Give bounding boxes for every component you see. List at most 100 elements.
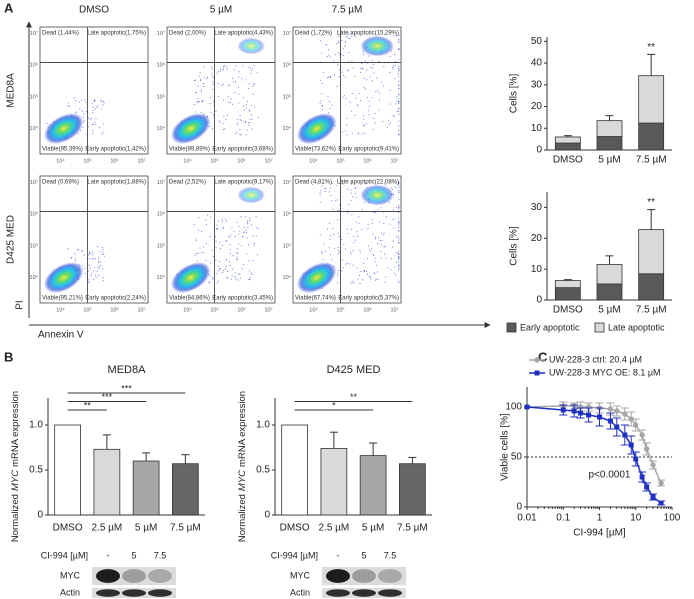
event-dot bbox=[193, 104, 195, 106]
quadrant-late: Late apoptotic(4,43%) bbox=[214, 31, 273, 37]
event-dot bbox=[321, 109, 324, 111]
event-dot bbox=[331, 104, 333, 106]
event-dot bbox=[331, 182, 333, 185]
event-dot bbox=[348, 52, 350, 54]
x-tick-label: 2.5 µM bbox=[318, 523, 349, 534]
event-dot bbox=[210, 216, 212, 218]
event-dot bbox=[235, 276, 237, 278]
event-dot bbox=[100, 100, 102, 102]
event-dot bbox=[351, 33, 353, 35]
event-dot bbox=[368, 114, 370, 116]
event-dot bbox=[241, 78, 243, 80]
event-dot bbox=[230, 234, 232, 236]
event-dot bbox=[218, 270, 220, 272]
event-dot bbox=[225, 220, 227, 223]
quadrant-late: Late apoptotic(9,17%) bbox=[214, 180, 273, 186]
event-dot bbox=[235, 65, 237, 67]
event-dot bbox=[225, 66, 227, 68]
event-dot bbox=[226, 277, 228, 280]
bar bbox=[172, 463, 199, 516]
event-dot bbox=[94, 98, 96, 100]
density-blob bbox=[237, 37, 266, 55]
y-axis-label: Normalized MYC mRNA expression bbox=[237, 391, 248, 542]
event-dot bbox=[334, 54, 336, 56]
event-dot bbox=[321, 92, 323, 95]
event-dot bbox=[248, 124, 250, 126]
density-blob bbox=[297, 113, 337, 145]
event-dot bbox=[195, 238, 197, 240]
event-dot bbox=[249, 110, 251, 112]
event-dot bbox=[197, 98, 199, 100]
event-dot bbox=[327, 112, 329, 114]
event-dot bbox=[361, 229, 363, 231]
event-dot bbox=[98, 258, 100, 260]
event-dot bbox=[362, 124, 365, 126]
flow-tick-label: 10⁵ bbox=[283, 242, 291, 249]
event-dot bbox=[206, 242, 208, 245]
event-dot bbox=[95, 274, 97, 276]
event-dot bbox=[359, 251, 361, 253]
event-dot bbox=[238, 93, 240, 95]
event-dot bbox=[246, 220, 249, 222]
event-dot bbox=[345, 97, 347, 99]
event-dot bbox=[213, 77, 215, 79]
event-dot bbox=[251, 68, 253, 70]
event-dot bbox=[75, 100, 77, 102]
event-dot bbox=[398, 261, 400, 263]
event-dot bbox=[197, 252, 199, 254]
event-dot bbox=[219, 68, 222, 70]
event-dot bbox=[320, 79, 322, 81]
event-dot bbox=[398, 97, 400, 99]
event-dot bbox=[225, 119, 227, 121]
blot-treatment-label: CI-994 [µM] bbox=[41, 550, 88, 560]
flow-tick-label: 10⁶ bbox=[157, 62, 165, 69]
event-dot bbox=[198, 75, 200, 77]
data-point bbox=[622, 432, 628, 438]
event-dot bbox=[350, 183, 352, 185]
flow-tick-label: 10⁶ bbox=[363, 157, 371, 164]
flow-tick-label: 10⁶ bbox=[237, 157, 245, 164]
blot-band bbox=[326, 569, 350, 583]
event-dot bbox=[229, 248, 231, 250]
event-dot bbox=[78, 249, 80, 251]
blot-row-label: MYC bbox=[290, 570, 311, 580]
blot-row-label: Actin bbox=[60, 587, 80, 597]
event-dot bbox=[343, 243, 345, 245]
event-dot bbox=[93, 106, 95, 108]
event-dot bbox=[360, 99, 362, 102]
event-dot bbox=[326, 228, 329, 230]
event-dot bbox=[360, 270, 362, 272]
y-axis-label: Normalized MYC mRNA expression bbox=[10, 391, 21, 542]
event-dot bbox=[392, 66, 394, 68]
event-dot bbox=[215, 236, 217, 238]
event-dot bbox=[239, 277, 241, 279]
event-dot bbox=[78, 133, 80, 135]
event-dot bbox=[325, 188, 327, 190]
event-dot bbox=[236, 132, 238, 134]
flow-x-label: Annexin V bbox=[38, 330, 84, 341]
event-dot bbox=[378, 236, 380, 238]
event-dot bbox=[240, 245, 242, 247]
event-dot bbox=[244, 120, 247, 122]
event-dot bbox=[376, 77, 378, 79]
event-dot bbox=[216, 72, 218, 74]
event-dot bbox=[394, 78, 396, 80]
event-dot bbox=[237, 273, 239, 275]
event-dot bbox=[324, 250, 327, 252]
event-dot bbox=[92, 132, 94, 134]
event-dot bbox=[201, 251, 203, 253]
blot-lane-label: 5 bbox=[361, 550, 366, 560]
bar-segment bbox=[638, 229, 665, 275]
event-dot bbox=[232, 255, 234, 257]
event-dot bbox=[238, 230, 240, 232]
event-dot bbox=[95, 118, 97, 120]
event-dot bbox=[398, 65, 400, 67]
event-dot bbox=[395, 100, 397, 102]
event-dot bbox=[365, 183, 367, 185]
event-dot bbox=[222, 68, 224, 70]
flow-tick-label: 10⁵ bbox=[157, 242, 165, 249]
event-dot bbox=[372, 233, 374, 235]
event-dot bbox=[101, 133, 103, 135]
event-dot bbox=[344, 76, 347, 78]
event-dot bbox=[215, 247, 217, 249]
